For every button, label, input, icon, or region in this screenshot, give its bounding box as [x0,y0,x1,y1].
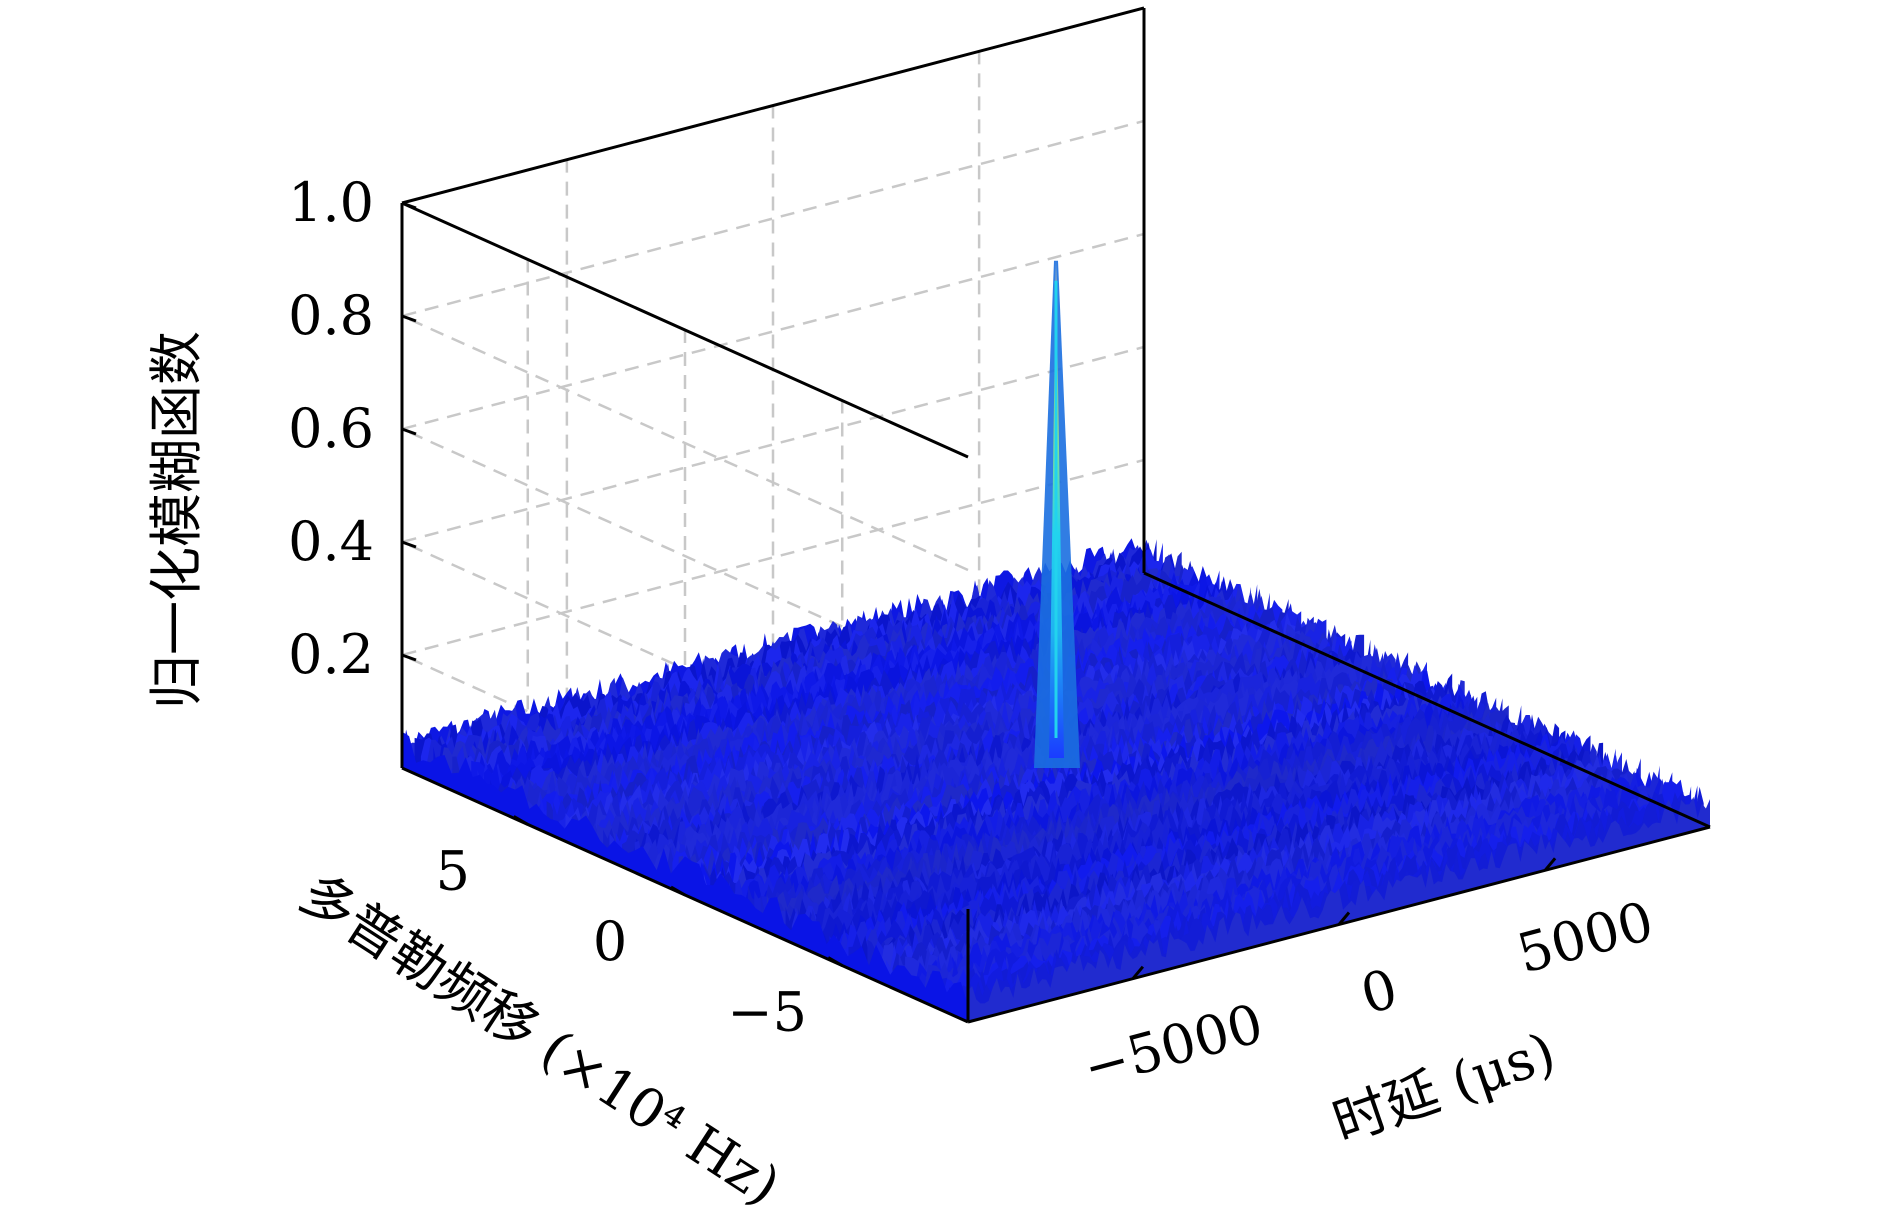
y-axis-title: 多普勒频移 (×10⁴ Hz) [289,861,791,1213]
z-gridline [398,232,1145,685]
z-tick [401,314,417,323]
frame-edge [401,201,969,459]
z-tick [401,653,417,662]
y-tick-label: 5 [436,839,470,902]
z-tick [401,540,417,549]
frame-edge [401,6,1145,205]
surface-layer [402,260,1710,1022]
frame-edge [1143,571,1711,829]
z-tick-label: 0.4 [288,510,374,573]
tick-layer: 0.2 0.4 0.6 0.8 1.0 −5 0 5 −5000 0 5000 [288,171,1660,1100]
y-tick-label: 0 [593,910,627,973]
z-gridline [398,119,1145,572]
x-tick-label: 0 [1354,957,1403,1027]
x-tick-label: −5000 [1077,992,1270,1100]
x-tick [1543,857,1557,872]
y-tick [513,815,529,826]
surface-left-edge [402,731,968,1022]
z-gridline [398,345,1145,798]
z-tick-label: 0.2 [288,623,374,686]
z-tick [401,201,417,210]
y-tick-label: −5 [727,981,807,1044]
x-tick [1131,965,1145,980]
z-tick-label: 0.8 [288,284,374,347]
z-axis-title: 归一化模糊函数 [145,331,208,709]
z-tick [401,427,417,436]
z-tick-label: 1.0 [288,171,374,234]
z-tick-label: 0.6 [288,397,374,460]
surface-ridge [968,796,1710,1022]
x-tick-label: 5000 [1511,889,1660,985]
x-axis-title: 时延 (μs) [1325,1020,1563,1154]
x-tick [1337,911,1351,926]
z-gridline [398,458,1145,911]
y-tick [670,885,686,897]
y-tick [827,956,843,967]
